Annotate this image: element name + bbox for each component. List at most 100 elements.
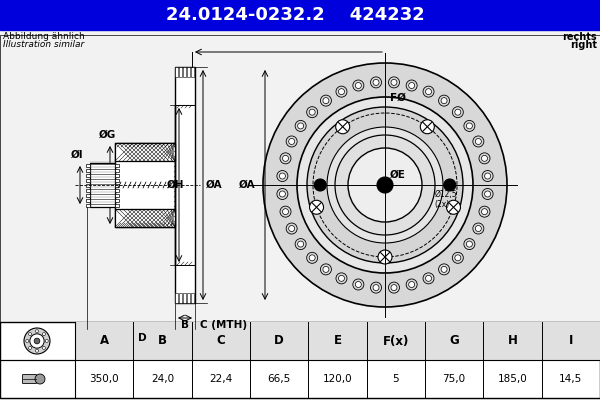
Circle shape — [309, 109, 315, 115]
Circle shape — [406, 80, 417, 91]
Bar — [86, 194, 90, 197]
Circle shape — [280, 206, 291, 217]
Circle shape — [444, 179, 456, 191]
Bar — [86, 198, 90, 202]
Circle shape — [320, 264, 331, 275]
Circle shape — [353, 80, 364, 91]
Circle shape — [348, 148, 422, 222]
Circle shape — [409, 82, 415, 88]
Circle shape — [310, 200, 323, 214]
Circle shape — [371, 77, 382, 88]
Circle shape — [466, 123, 472, 129]
Circle shape — [307, 252, 317, 263]
Circle shape — [298, 241, 304, 247]
Bar — [115, 174, 119, 177]
Circle shape — [297, 97, 473, 273]
Text: 24.0124-0232.2    424232: 24.0124-0232.2 424232 — [166, 6, 424, 24]
Text: rechts: rechts — [562, 32, 597, 42]
Circle shape — [24, 328, 50, 354]
Circle shape — [35, 330, 38, 333]
Text: ØG: ØG — [98, 130, 116, 140]
Circle shape — [373, 79, 379, 85]
Circle shape — [482, 188, 493, 200]
Circle shape — [309, 255, 315, 261]
Bar — [187, 293, 190, 303]
Bar — [86, 168, 90, 172]
Circle shape — [423, 273, 434, 284]
Bar — [90, 163, 115, 207]
Circle shape — [320, 95, 331, 106]
Circle shape — [378, 250, 392, 264]
Text: 350,0: 350,0 — [89, 374, 119, 384]
Circle shape — [336, 273, 347, 284]
Circle shape — [335, 120, 350, 134]
Bar — [115, 184, 119, 187]
Bar — [191, 293, 194, 303]
Circle shape — [481, 155, 487, 161]
Circle shape — [479, 206, 490, 217]
Text: E: E — [334, 334, 341, 348]
Text: ØH: ØH — [167, 180, 185, 190]
Circle shape — [280, 191, 286, 197]
Circle shape — [455, 109, 461, 115]
Circle shape — [425, 275, 431, 281]
Circle shape — [475, 226, 481, 232]
Circle shape — [466, 241, 472, 247]
Circle shape — [263, 63, 507, 307]
Circle shape — [377, 177, 393, 193]
Circle shape — [439, 264, 449, 275]
Circle shape — [35, 349, 38, 352]
Text: H: H — [508, 334, 517, 348]
Circle shape — [406, 279, 417, 290]
Bar — [115, 188, 119, 192]
Bar — [175, 67, 178, 77]
Bar — [175, 293, 178, 303]
Circle shape — [323, 98, 329, 104]
Circle shape — [289, 226, 295, 232]
Circle shape — [30, 334, 44, 348]
Circle shape — [409, 282, 415, 288]
Circle shape — [34, 338, 40, 344]
Circle shape — [286, 136, 297, 147]
Circle shape — [314, 179, 326, 191]
Text: 14,5: 14,5 — [559, 374, 583, 384]
Circle shape — [485, 191, 491, 197]
Text: F(x): F(x) — [383, 334, 409, 348]
FancyBboxPatch shape — [23, 374, 37, 384]
Text: FØ: FØ — [390, 93, 406, 103]
Circle shape — [446, 200, 460, 214]
Bar — [115, 143, 175, 227]
Circle shape — [355, 82, 361, 88]
Text: ØI: ØI — [71, 150, 83, 160]
Circle shape — [373, 285, 379, 291]
Circle shape — [485, 173, 491, 179]
Text: Illustration similar: Illustration similar — [3, 40, 84, 49]
Bar — [0, 35, 600, 322]
Circle shape — [289, 138, 295, 144]
Circle shape — [286, 223, 297, 234]
Text: ØE: ØE — [390, 170, 406, 180]
Text: 66,5: 66,5 — [268, 374, 291, 384]
Bar — [75, 322, 600, 360]
Text: D: D — [274, 334, 284, 348]
Text: 185,0: 185,0 — [497, 374, 527, 384]
Circle shape — [473, 223, 484, 234]
Circle shape — [425, 89, 431, 95]
Circle shape — [391, 285, 397, 291]
Circle shape — [283, 209, 289, 215]
Text: ØA: ØA — [206, 180, 223, 190]
Circle shape — [35, 374, 45, 384]
Text: 75,0: 75,0 — [443, 374, 466, 384]
Circle shape — [423, 86, 434, 97]
Circle shape — [336, 86, 347, 97]
Bar — [183, 67, 186, 77]
Circle shape — [280, 173, 286, 179]
Circle shape — [464, 238, 475, 250]
Text: C: C — [217, 334, 225, 348]
Bar — [86, 204, 90, 207]
Circle shape — [473, 136, 484, 147]
Bar — [175, 67, 195, 303]
Circle shape — [307, 107, 463, 263]
Circle shape — [283, 155, 289, 161]
Text: D: D — [138, 333, 147, 343]
